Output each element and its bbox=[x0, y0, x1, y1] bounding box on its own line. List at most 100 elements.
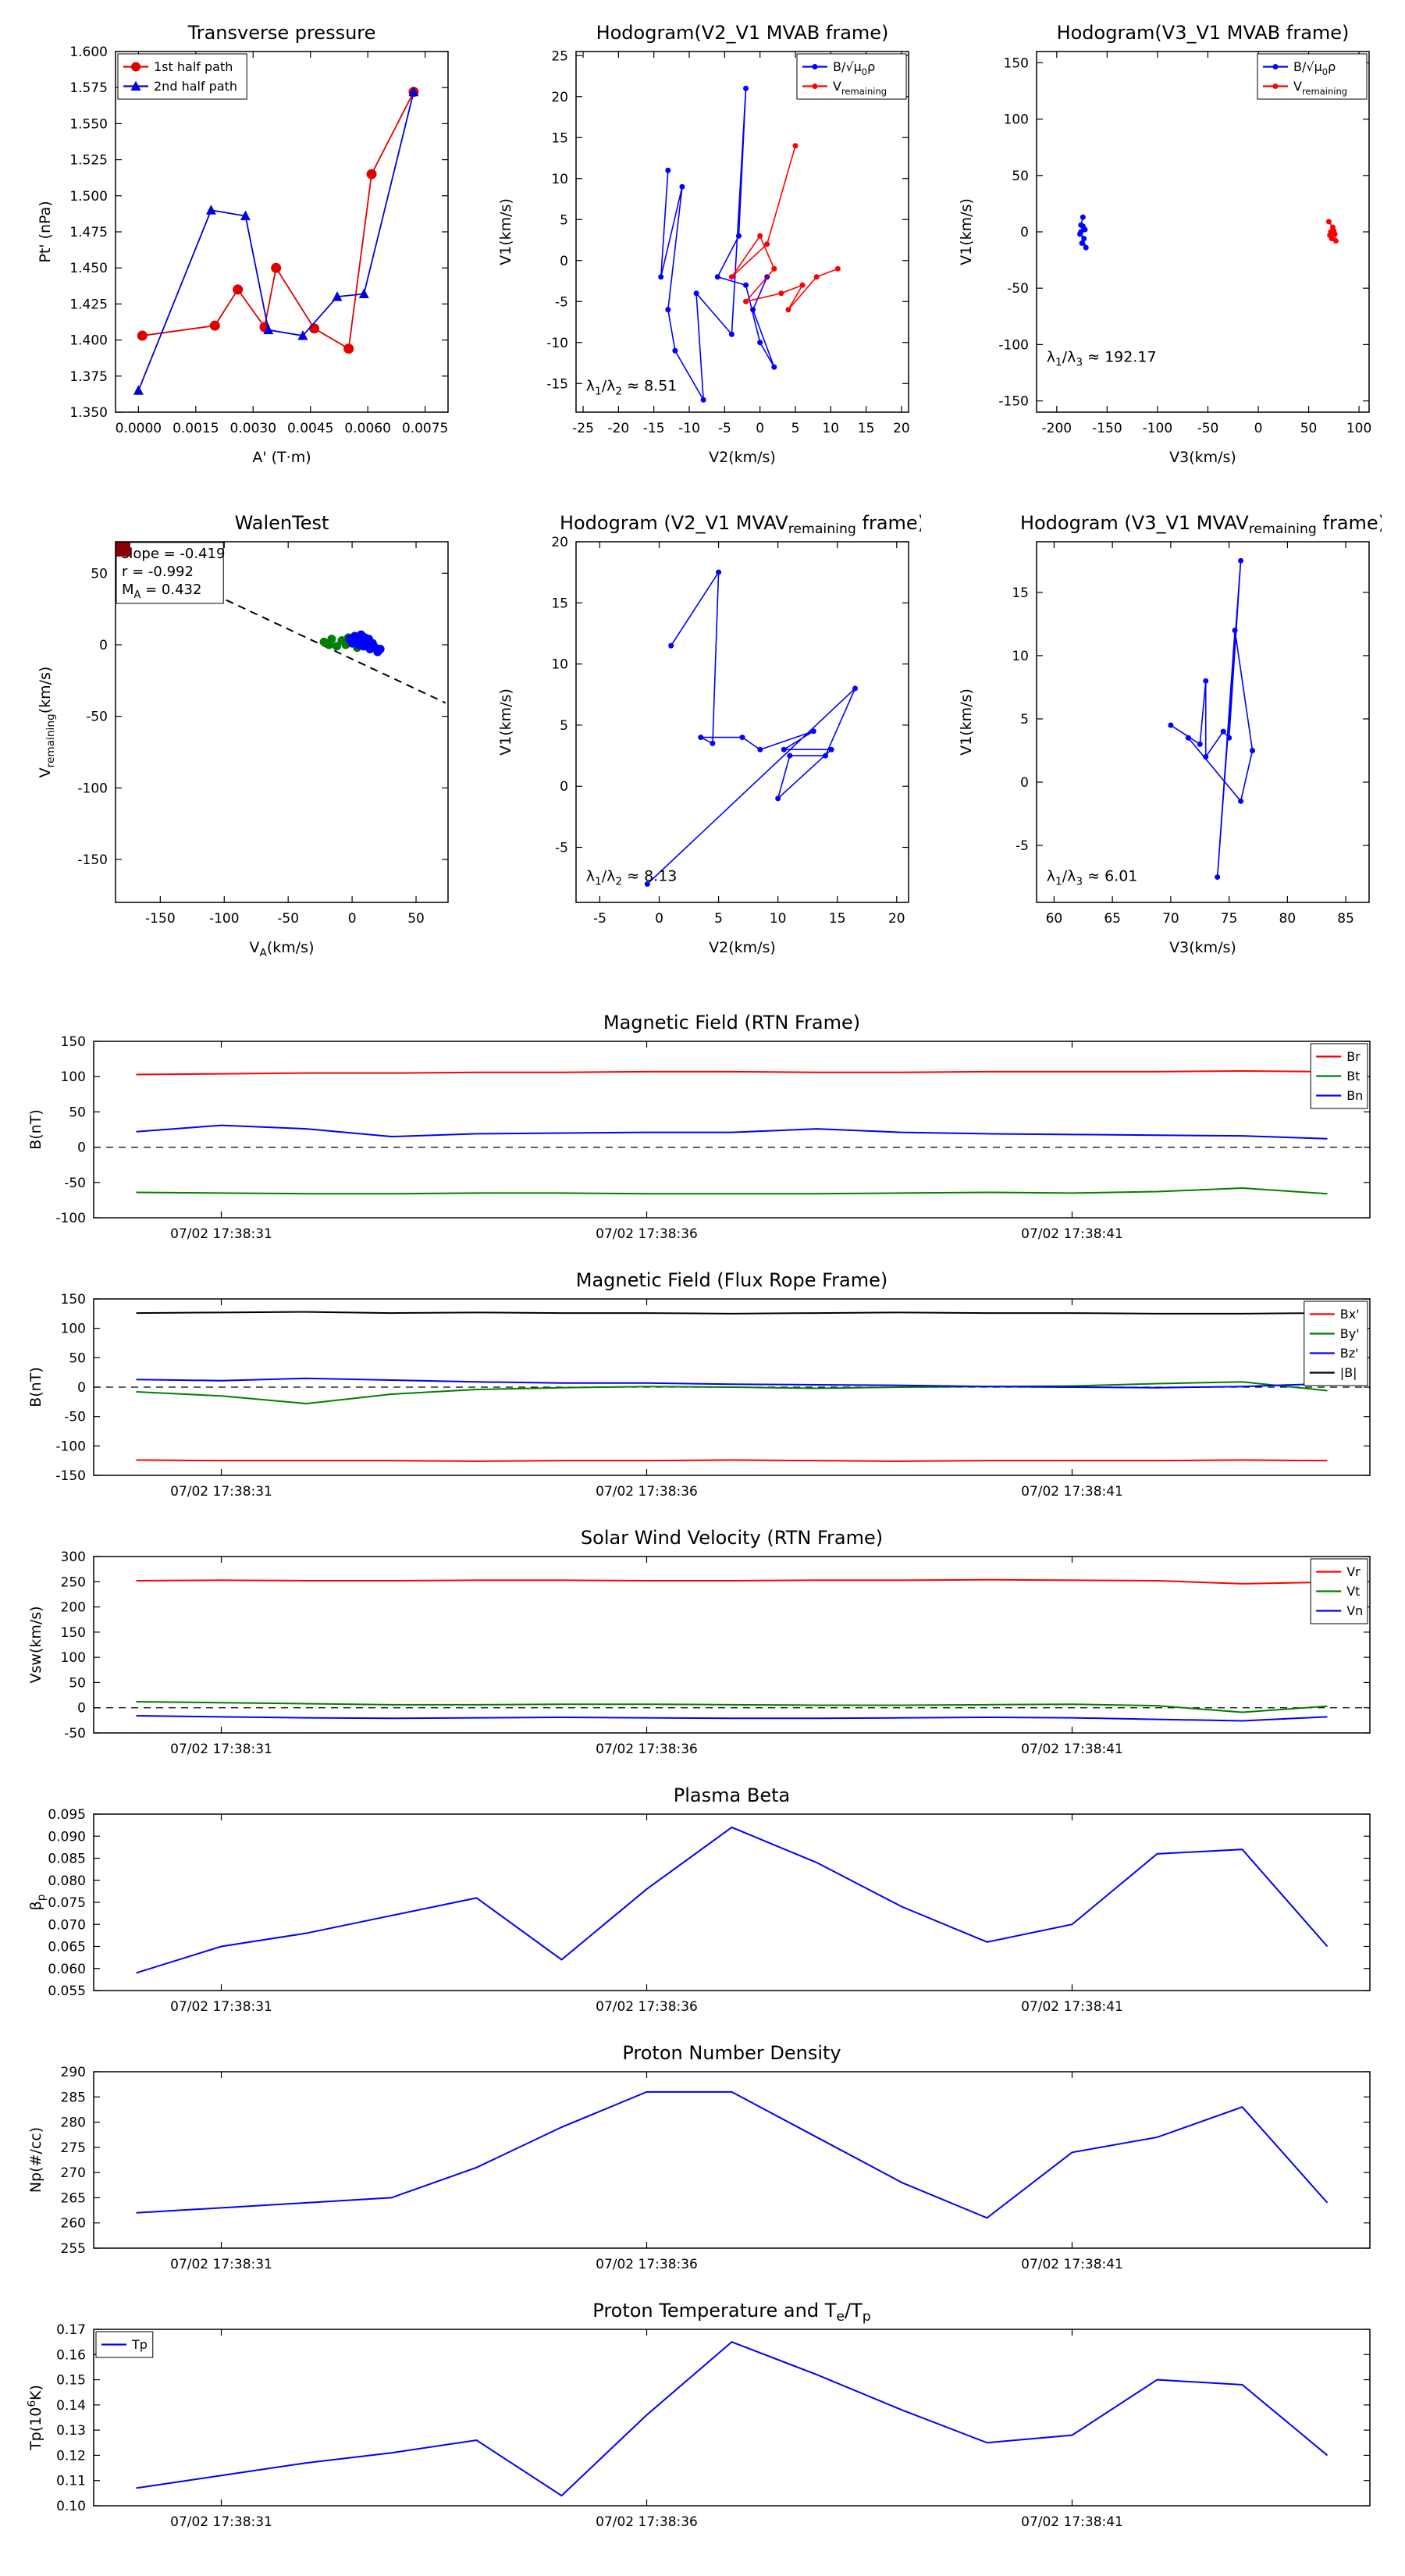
y-tick-label: 150 bbox=[1004, 55, 1029, 71]
x-tick-label: 50 bbox=[1300, 421, 1318, 436]
x-tick-label: 10 bbox=[770, 911, 787, 927]
x-tick-label: 07/02 17:38:36 bbox=[596, 1484, 698, 1500]
y-axis-label: V1(km/s) bbox=[497, 198, 514, 265]
transverse-pressure-svg: 0.0000 0.0015 0.0030 0.0045 0.0060 0.0075 1.35… bbox=[37, 22, 449, 466]
y-tick-label: 1.475 bbox=[69, 225, 108, 240]
y-axis-label: Pt' (nPa) bbox=[37, 201, 54, 262]
y-tick-label: 0.11 bbox=[56, 2474, 86, 2489]
y-tick-label: 0.085 bbox=[48, 1852, 86, 1867]
y-tick-label: 0.17 bbox=[56, 2322, 86, 2338]
x-tick-label: 07/02 17:38:41 bbox=[1021, 1226, 1123, 1242]
y-axis-label: B(nT) bbox=[27, 1109, 44, 1150]
y-tick-label: -10 bbox=[546, 336, 568, 351]
x-tick-label: 75 bbox=[1221, 911, 1238, 927]
x-axis-label: A' (T·m) bbox=[252, 449, 311, 466]
x-tick-label: 50 bbox=[407, 911, 425, 927]
x-tick-label: 07/02 17:38:31 bbox=[170, 1742, 272, 1757]
y-tick-label: 0.12 bbox=[56, 2448, 86, 2464]
chart-proton-number-density: 07/02 17:38:31 07/02 17:38:36 07/02 17:38:… bbox=[20, 2037, 1385, 2287]
y-tick-label: 0 bbox=[99, 638, 108, 653]
stats-text: slope = -0.419 bbox=[122, 546, 225, 562]
eigenvalue-ratio-annotation: λ1/λ3 ≈ 192.17 bbox=[1047, 348, 1157, 368]
y-axis-label: V1(km/s) bbox=[958, 688, 975, 756]
y-tick-label: 50 bbox=[1012, 169, 1029, 184]
hodogram-v3v1-mvav-title: Hodogram (V3_V1 MVAVremaining frame) bbox=[1020, 512, 1382, 537]
y-tick-label: 150 bbox=[61, 1034, 86, 1050]
y-axis-label: Tp(106K) bbox=[26, 2385, 44, 2451]
x-tick-label: 5 bbox=[714, 911, 723, 927]
y-tick-label: 0.065 bbox=[48, 1940, 86, 1955]
legend-label: B/√μ0ρ bbox=[1293, 59, 1336, 77]
x-tick-label: 07/02 17:38:41 bbox=[1021, 1484, 1123, 1500]
y-tick-label: 285 bbox=[61, 2090, 86, 2105]
y-tick-label: -150 bbox=[998, 394, 1029, 410]
x-tick-label: 07/02 17:38:31 bbox=[170, 2514, 272, 2530]
y-tick-label: 10 bbox=[551, 172, 568, 187]
x-tick-label: 0.0060 bbox=[344, 421, 390, 436]
x-tick-label: 07/02 17:38:41 bbox=[1021, 1999, 1123, 2015]
y-tick-label: -50 bbox=[64, 1410, 86, 1425]
chart-hodogram-v3v1-mvab: -200 -150 -100 -50 0 50 100 -150 -100 -50 0 50 100 15… bbox=[944, 9, 1382, 478]
legend-label: Br bbox=[1346, 1049, 1361, 1064]
y-tick-label: 150 bbox=[61, 1292, 86, 1308]
y-tick-label: 50 bbox=[69, 1350, 86, 1366]
y-tick-label: 0.060 bbox=[48, 1962, 86, 1977]
y-tick-label: -150 bbox=[77, 852, 108, 868]
y-tick-label: 20 bbox=[551, 90, 568, 105]
legend: 1st half path 2nd half path bbox=[117, 53, 247, 100]
x-tick-label: 0 bbox=[655, 911, 663, 927]
legend-label: Vremaining bbox=[833, 79, 887, 97]
y-tick-label: 1.525 bbox=[69, 153, 108, 169]
legend-label: |B| bbox=[1340, 1365, 1357, 1380]
y-tick-label: 5 bbox=[560, 718, 568, 734]
y-tick-label: 200 bbox=[61, 1600, 86, 1616]
proton-temperature-title: Proton Temperature and Te/Tp bbox=[592, 2300, 870, 2325]
y-tick-label: 0 bbox=[1020, 775, 1029, 791]
x-tick-label: -150 bbox=[1092, 421, 1122, 436]
x-tick-label: 60 bbox=[1046, 911, 1063, 927]
y-tick-label: 1.400 bbox=[69, 333, 108, 349]
legend: Tp bbox=[95, 2331, 154, 2358]
y-tick-label: 280 bbox=[61, 2115, 86, 2131]
hodogram-v2v1-mvab-title: Hodogram(V2_V1 MVAB frame) bbox=[596, 22, 889, 44]
y-tick-label: -100 bbox=[77, 781, 108, 796]
hodogram-v3v1-mvab-title: Hodogram(V3_V1 MVAB frame) bbox=[1057, 22, 1350, 44]
y-tick-label: 25 bbox=[551, 48, 568, 64]
y-tick-label: 0.15 bbox=[56, 2373, 86, 2389]
legend-label: Tp bbox=[131, 2337, 148, 2352]
y-tick-label: 50 bbox=[91, 566, 108, 582]
y-tick-label: 1.375 bbox=[69, 369, 108, 385]
y-tick-label: 290 bbox=[61, 2065, 86, 2080]
y-tick-label: 275 bbox=[61, 2140, 86, 2156]
legend-label: Vt bbox=[1346, 1584, 1360, 1599]
y-tick-label: 150 bbox=[61, 1625, 86, 1641]
chart-magnetic-field-flux-rope: 07/02 17:38:31 07/02 17:38:36 07/02 17:38:… bbox=[20, 1265, 1385, 1514]
y-tick-label: 0 bbox=[1020, 225, 1029, 240]
x-tick-label: 07/02 17:38:31 bbox=[170, 1226, 272, 1242]
legend: Bx' By' Bz' |B| bbox=[1304, 1300, 1368, 1386]
legend: B/√μ0ρ Vremaining bbox=[1257, 53, 1368, 100]
x-tick-label: 0.0015 bbox=[173, 421, 219, 436]
stats-text: MA = 0.432 bbox=[122, 582, 201, 601]
legend: Br Bt Bn bbox=[1310, 1043, 1368, 1109]
solar-wind-velocity-svg: 07/02 17:38:31 07/02 17:38:36 07/02 17:38:… bbox=[27, 1527, 1371, 1757]
y-tick-label: 0 bbox=[77, 1380, 86, 1396]
y-tick-label: 265 bbox=[61, 2190, 86, 2206]
chart-magnetic-field-rtn: 07/02 17:38:31 07/02 17:38:36 07/02 17:38:… bbox=[20, 1007, 1385, 1257]
y-tick-label: 50 bbox=[69, 1105, 86, 1120]
chart-hodogram-v3v1-mvav: 60 65 70 75 80 85 -5 0 5 10 15 λ1/λ3 ≈ 6.01 Hodogram… bbox=[944, 500, 1385, 968]
y-tick-label: 5 bbox=[560, 212, 568, 228]
walen-test-title: WalenTest bbox=[235, 512, 329, 534]
x-tick-label: 80 bbox=[1279, 911, 1297, 927]
x-tick-label: -100 bbox=[209, 911, 240, 927]
x-tick-label: -10 bbox=[678, 421, 700, 436]
y-tick-label: 270 bbox=[61, 2165, 86, 2181]
hodogram-v2v1-mvav-title: Hodogram (V2_V1 MVAVremaining frame) bbox=[560, 512, 921, 537]
y-tick-label: 0 bbox=[77, 1140, 86, 1156]
corner-square-marker bbox=[116, 543, 130, 557]
legend-label: Vremaining bbox=[1293, 79, 1347, 97]
x-tick-label: 07/02 17:38:31 bbox=[170, 2257, 272, 2272]
legend-label: Bx' bbox=[1340, 1307, 1360, 1322]
y-tick-label: -50 bbox=[86, 710, 108, 725]
y-tick-label: 0.055 bbox=[48, 1984, 86, 1999]
